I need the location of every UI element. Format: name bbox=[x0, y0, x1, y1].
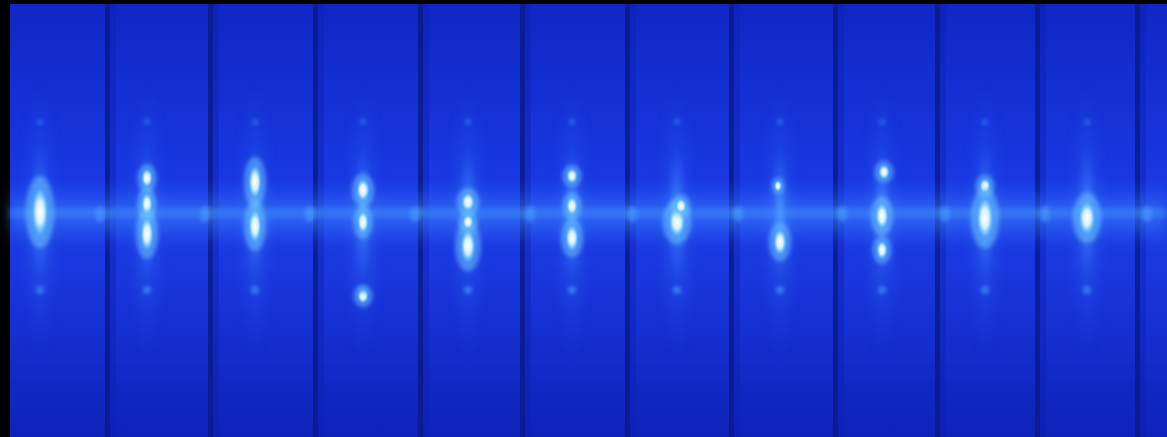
bright-spot bbox=[764, 82, 796, 362]
spot-dot bbox=[777, 119, 783, 125]
spot-dot bbox=[465, 119, 471, 125]
spot-dot bbox=[569, 119, 575, 125]
bright-spot bbox=[239, 82, 271, 362]
spot-core bbox=[140, 216, 154, 252]
side-spot bbox=[95, 206, 105, 222]
spot-dot bbox=[878, 286, 886, 294]
spot-core bbox=[565, 224, 579, 252]
bright-spot bbox=[131, 82, 163, 362]
side-spot bbox=[837, 206, 847, 222]
spot-dot bbox=[776, 286, 784, 294]
spot-dot bbox=[144, 119, 150, 125]
bright-spot bbox=[556, 82, 588, 362]
spot-core bbox=[356, 178, 370, 202]
bright-spot bbox=[452, 82, 484, 362]
spot-core bbox=[773, 228, 787, 256]
spot-core bbox=[1078, 200, 1096, 236]
spot-dot bbox=[673, 286, 681, 294]
spot-core bbox=[248, 164, 262, 200]
bright-spot bbox=[347, 82, 379, 362]
spot-dot bbox=[359, 286, 367, 294]
spot-core bbox=[875, 202, 889, 230]
spot-core bbox=[976, 196, 994, 240]
bright-spot bbox=[866, 82, 898, 362]
spot-core bbox=[876, 240, 888, 260]
side-spot bbox=[1142, 206, 1152, 222]
spot-dot bbox=[981, 286, 989, 294]
spot-dot bbox=[568, 286, 576, 294]
spot-core bbox=[460, 228, 476, 264]
bright-spot bbox=[969, 82, 1001, 362]
spot-dot bbox=[1083, 286, 1091, 294]
spot-core bbox=[878, 164, 890, 180]
spot-core bbox=[141, 168, 153, 188]
spot-core bbox=[248, 208, 262, 244]
spot-dot bbox=[36, 286, 44, 294]
spot-core bbox=[774, 180, 782, 192]
spot-dot bbox=[982, 119, 988, 125]
side-spot bbox=[733, 206, 743, 222]
bright-spot bbox=[24, 82, 56, 362]
glow-band-core bbox=[10, 208, 1167, 218]
spot-core bbox=[462, 214, 474, 230]
side-spot bbox=[627, 206, 637, 222]
side-spot bbox=[940, 206, 950, 222]
spot-dot bbox=[360, 119, 366, 125]
bright-spots bbox=[24, 82, 1152, 362]
spot-core bbox=[31, 186, 49, 238]
spot-dot bbox=[674, 119, 680, 125]
spot-dot bbox=[1084, 119, 1090, 125]
spot-dot bbox=[464, 286, 472, 294]
bright-spot bbox=[1071, 82, 1103, 362]
spot-core bbox=[357, 210, 369, 234]
side-spot bbox=[305, 206, 315, 222]
spot-dot bbox=[251, 286, 259, 294]
spot-dot bbox=[143, 286, 151, 294]
spot-dot bbox=[37, 119, 43, 125]
bright-spot bbox=[661, 82, 693, 362]
spot-dot bbox=[879, 119, 885, 125]
spot-core bbox=[566, 168, 578, 184]
spot-core bbox=[461, 192, 475, 212]
side-spot bbox=[525, 206, 535, 222]
spot-core bbox=[566, 196, 578, 216]
spot-dot bbox=[252, 119, 258, 125]
side-spot bbox=[200, 206, 210, 222]
spot-core bbox=[675, 198, 687, 214]
side-spot bbox=[410, 206, 420, 222]
side-spot bbox=[1040, 206, 1050, 222]
